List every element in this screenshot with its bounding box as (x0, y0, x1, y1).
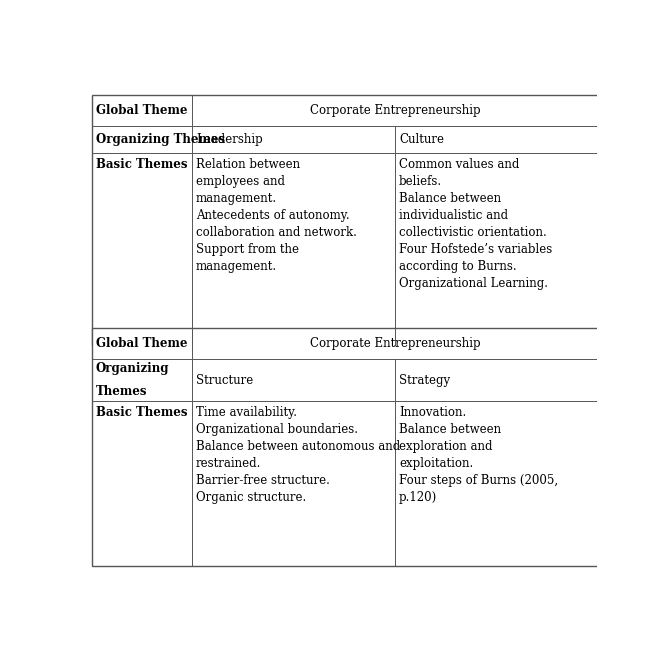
Text: Support from the: Support from the (196, 243, 299, 256)
Text: Relation between: Relation between (196, 159, 300, 171)
Text: Leadership: Leadership (196, 133, 263, 146)
Bar (92, 95, 598, 345)
Text: Balance between autonomous and: Balance between autonomous and (196, 441, 400, 454)
Text: Culture: Culture (399, 133, 444, 146)
Text: Structure: Structure (196, 374, 253, 387)
Text: Time availability.: Time availability. (196, 406, 297, 419)
Text: Global Theme: Global Theme (95, 104, 187, 117)
Text: Four Hofstede’s variables: Four Hofstede’s variables (399, 243, 552, 256)
Text: Balance between: Balance between (399, 192, 501, 205)
Text: Barrier-free structure.: Barrier-free structure. (196, 474, 330, 487)
Text: Organic structure.: Organic structure. (196, 491, 306, 504)
Text: Balance between: Balance between (399, 423, 501, 436)
Text: management.: management. (196, 192, 277, 205)
Text: Antecedents of autonomy.: Antecedents of autonomy. (196, 209, 349, 222)
Text: Basic Themes: Basic Themes (95, 406, 187, 419)
Text: Organizing Themes: Organizing Themes (95, 133, 225, 146)
Text: beliefs.: beliefs. (399, 175, 442, 188)
Text: Basic Themes: Basic Themes (95, 159, 187, 171)
Text: Organizing
Themes: Organizing Themes (95, 362, 169, 399)
Text: exploitation.: exploitation. (399, 457, 473, 470)
Text: Corporate Entrepreneurship: Corporate Entrepreneurship (310, 337, 481, 350)
Text: restrained.: restrained. (196, 457, 261, 470)
Text: Strategy: Strategy (399, 374, 450, 387)
Text: individualistic and: individualistic and (399, 209, 508, 222)
Text: collectivistic orientation.: collectivistic orientation. (399, 226, 546, 239)
Text: Organizational boundaries.: Organizational boundaries. (196, 423, 358, 436)
Text: Four steps of Burns (2005,: Four steps of Burns (2005, (399, 474, 558, 487)
Text: p.120): p.120) (399, 491, 437, 504)
Text: management.: management. (196, 260, 277, 273)
Text: collaboration and network.: collaboration and network. (196, 226, 357, 239)
Text: employees and: employees and (196, 175, 285, 188)
Text: according to Burns.: according to Burns. (399, 260, 516, 273)
Text: Corporate Entrepreneurship: Corporate Entrepreneurship (310, 104, 481, 117)
Text: Organizational Learning.: Organizational Learning. (399, 277, 548, 290)
Text: Global Theme: Global Theme (95, 337, 187, 350)
Text: Common values and: Common values and (399, 159, 519, 171)
Text: exploration and: exploration and (399, 441, 493, 454)
Text: Innovation.: Innovation. (399, 406, 466, 419)
Bar (92, 328, 598, 566)
